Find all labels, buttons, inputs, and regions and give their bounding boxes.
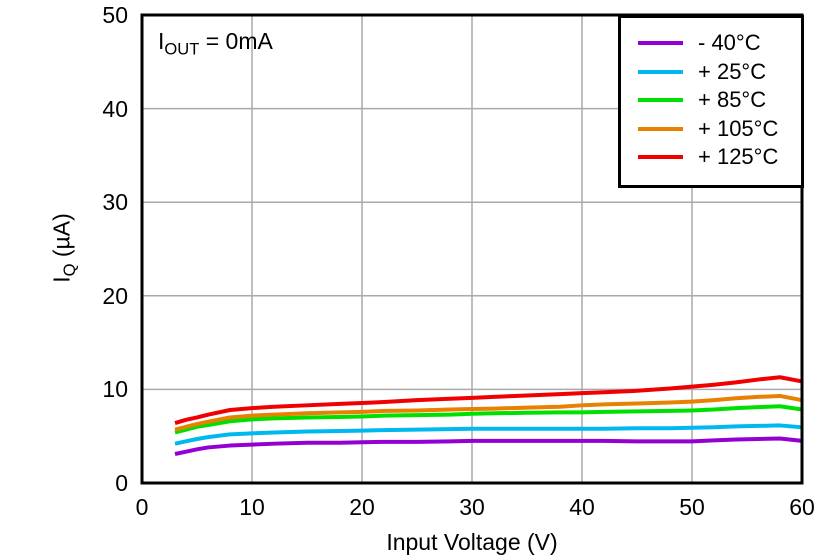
y-tick-label: 50 [102,2,128,28]
legend-item: + 105°C [638,115,801,144]
series-line [174,436,803,456]
y-tick-label: 40 [102,95,128,122]
legend-label: + 85°C [698,87,767,113]
x-axis-label: Input Voltage (V) [386,529,558,555]
legend-line-swatch [638,69,683,74]
legend: - 40°C + 25°C + 85°C + 105°C + 125°C [618,15,804,188]
x-tick-label: 60 [789,494,815,520]
annotation-rest: = 0mA [199,28,273,54]
series-line [174,423,803,446]
y-tick-label: 10 [102,376,128,403]
legend-label: + 25°C [698,58,767,84]
series-line [174,393,803,432]
annotation-iout: IOUT = 0mA [158,28,273,57]
legend-label: + 105°C [698,115,779,141]
x-tick-label: 10 [239,494,265,520]
annotation-main: I [158,28,165,54]
legend-label: + 125°C [698,144,779,170]
x-tick-label: 50 [679,494,705,520]
y-axis-label: IQ (µA) [48,213,80,283]
legend-item: + 25°C [638,58,801,87]
legend-item: + 125°C [638,143,801,172]
x-tick-label: 20 [349,494,375,520]
x-tick-label: 0 [135,494,149,520]
legend-line-swatch [638,41,683,46]
legend-line-swatch [638,98,683,103]
y-tick-label: 20 [102,282,128,309]
annotation-sub: OUT [164,39,200,59]
y-tick-label: 0 [115,470,128,496]
y-tick-label: 30 [102,189,128,216]
plot-border [140,13,804,485]
series-line [174,404,803,435]
series-line [174,375,803,426]
y-axis-label-main: I [48,276,75,283]
legend-item: - 40°C [638,29,801,58]
y-axis-label-sub: Q [60,263,80,277]
x-tick-label: 30 [459,494,485,520]
legend-item: + 85°C [638,86,801,115]
legend-label: - 40°C [698,30,761,56]
legend-line-swatch [638,126,683,131]
legend-line-swatch [638,155,683,160]
x-tick-label: 40 [569,494,595,520]
y-axis-label-rest: (µA) [48,213,75,264]
